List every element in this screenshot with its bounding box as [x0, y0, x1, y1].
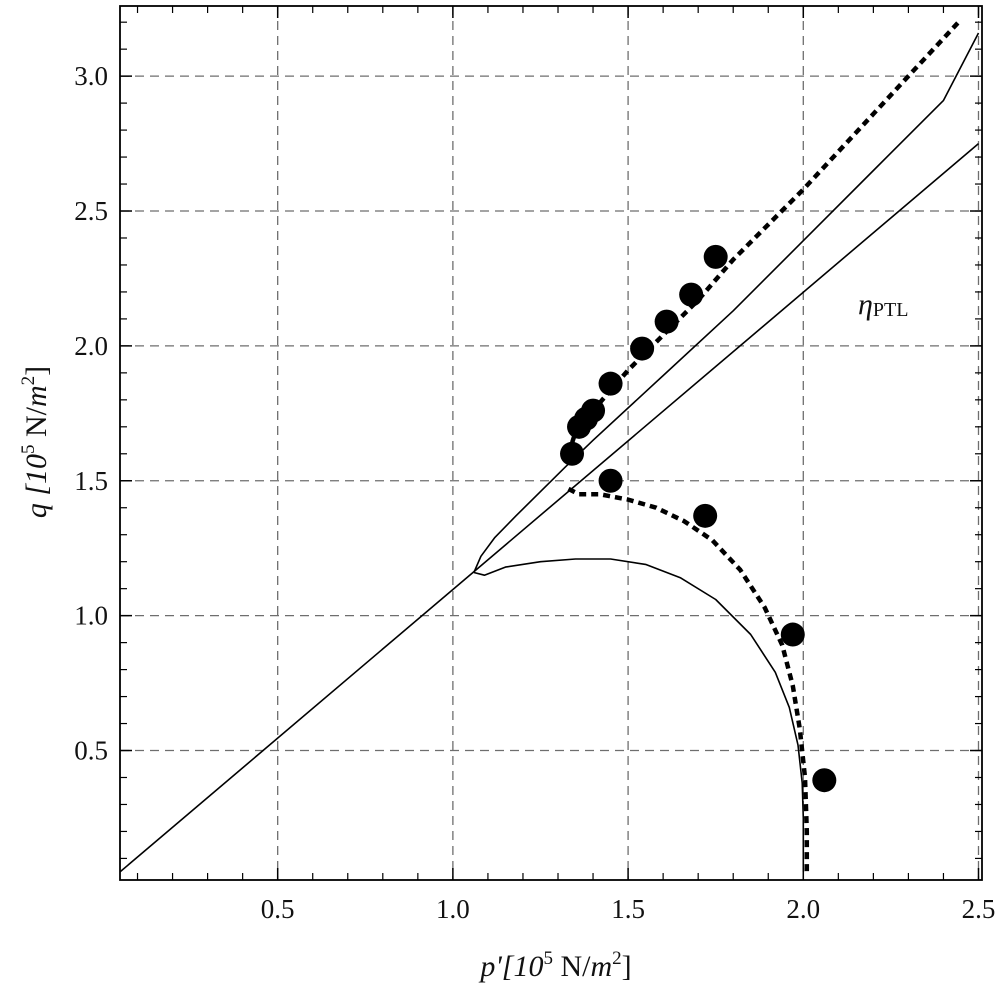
dashed-curve	[567, 486, 810, 872]
x-axis-label-unit-italic: m	[590, 950, 612, 983]
eta-ptl-subscript: PTL	[873, 299, 909, 321]
x-axis-label-unit: N/	[553, 950, 591, 983]
data-point	[693, 503, 718, 528]
data-point	[560, 441, 585, 466]
data-point	[581, 398, 606, 423]
solid-curve	[473, 32, 980, 573]
eta-ptl-symbol: η	[858, 288, 873, 321]
data-point	[780, 622, 805, 647]
x-tick-label: 2.5	[962, 894, 996, 924]
y-tick-label: 2.0	[74, 331, 108, 361]
plot-series	[119, 17, 980, 873]
data-point	[812, 768, 837, 793]
y-tick-label: 0.5	[74, 736, 108, 766]
x-axis-label-unit-exponent: 2	[612, 948, 622, 969]
y-axis-label-main: q [10	[20, 454, 53, 518]
dashed-curve	[566, 17, 963, 455]
y-axis-label-unit-exponent: 2	[18, 376, 39, 386]
plot-frame-border	[119, 5, 983, 881]
data-point	[654, 309, 679, 334]
plot-frame	[119, 5, 983, 881]
x-axis-label-exponent: 5	[543, 948, 553, 969]
y-axis-label-unit: N/	[20, 406, 53, 444]
x-axis-label-main: p'[10	[478, 950, 543, 983]
x-axis-label: p'[105 N/m2]	[478, 948, 631, 983]
y-axis-label-unit-italic: m	[20, 385, 53, 407]
data-point	[703, 244, 728, 269]
eta-ptl-annotation: ηPTL	[858, 288, 908, 321]
y-axis-label-exponent: 5	[18, 444, 39, 454]
data-point	[630, 336, 655, 361]
y-tick-label: 1.5	[74, 466, 108, 496]
solid-curve	[119, 142, 980, 873]
solid-curve	[473, 558, 805, 872]
y-tick-label: 2.5	[74, 196, 108, 226]
x-tick-label: 0.5	[261, 894, 295, 924]
y-axis-label: q [105 N/m2]	[18, 366, 53, 518]
y-axis-label-close: ]	[20, 366, 53, 376]
x-tick-label: 1.0	[436, 894, 470, 924]
x-axis-label-close: ]	[622, 950, 632, 983]
y-tick-label: 3.0	[74, 61, 108, 91]
data-point	[598, 468, 623, 493]
y-tick-label: 1.0	[74, 601, 108, 631]
data-point	[679, 282, 704, 307]
x-tick-label: 2.0	[786, 894, 820, 924]
axis-ticks: 0.5 1.0 1.5 2.0 2.5 0.5 1.0 1.5 2.0 2.5 3.0	[74, 6, 995, 924]
x-tick-label: 1.5	[611, 894, 645, 924]
data-point	[598, 371, 623, 396]
